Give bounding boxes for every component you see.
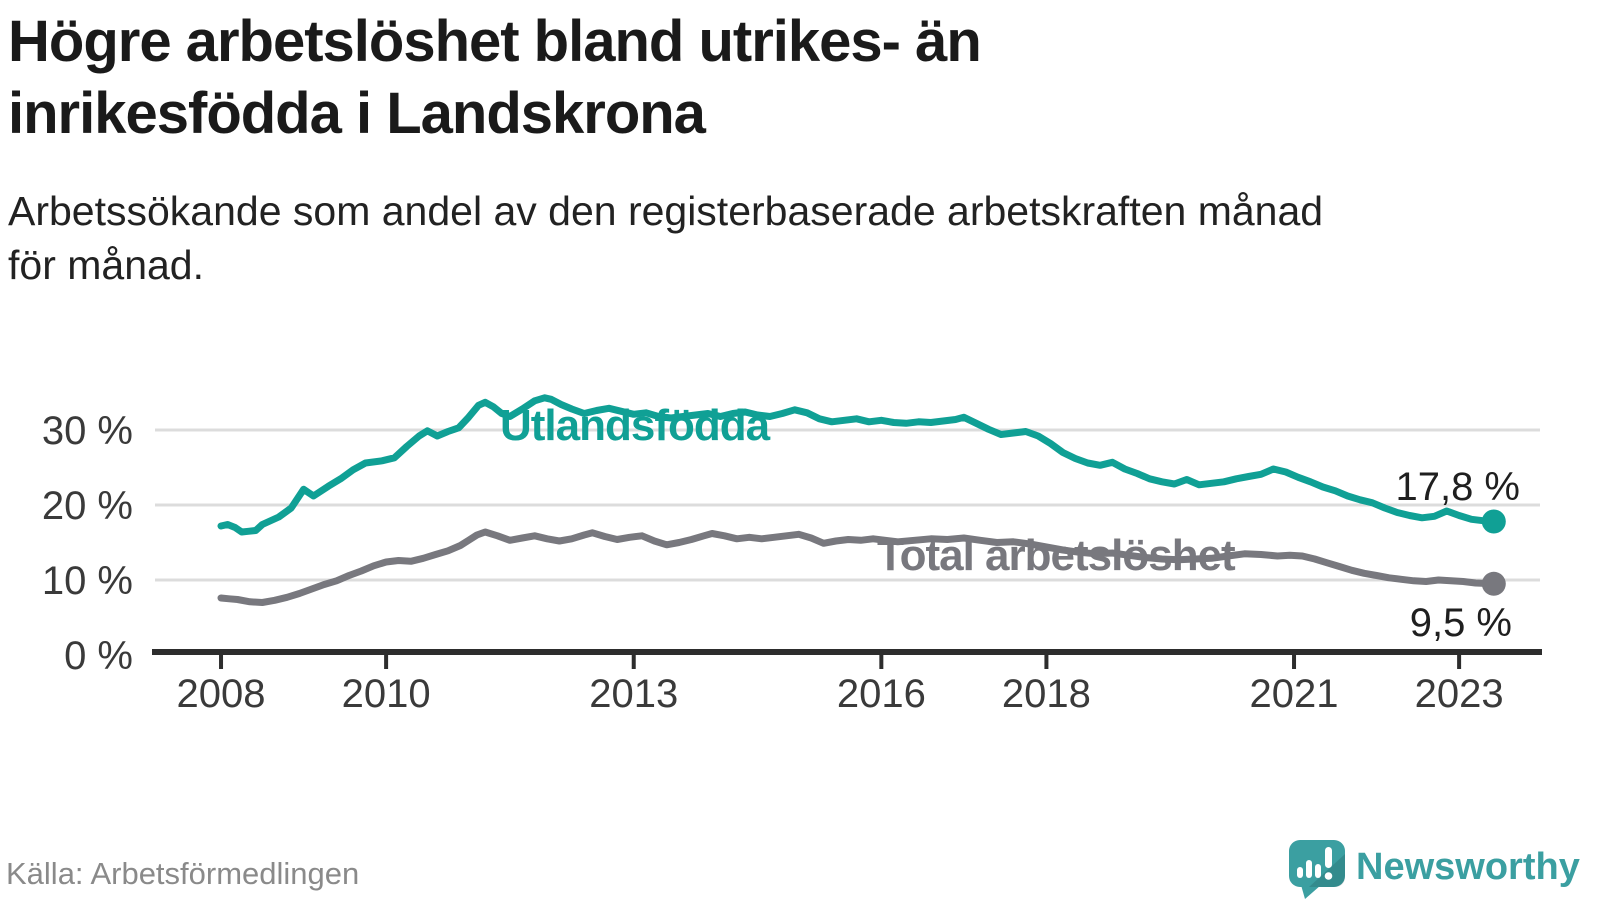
annotations: Utlandsfödda Total arbetslöshet 17,8 % 9…: [500, 401, 1520, 645]
gridlines: 0 % 10 % 20 % 30 %: [42, 409, 1540, 678]
logo-bar-chart-icon: [1297, 860, 1321, 878]
x-tick-label: 2018: [1002, 672, 1091, 716]
end-value-label-utlandsfodda: 17,8 %: [1395, 465, 1520, 509]
x-tick-label: 2008: [177, 672, 266, 716]
series-line-0: [217, 394, 1498, 536]
series-label-utlandsfodda: Utlandsfödda: [500, 401, 771, 450]
y-tick-label: 20 %: [42, 484, 133, 528]
newsworthy-logo-text: Newsworthy: [1356, 846, 1580, 888]
x-tick-label: 2016: [837, 672, 926, 716]
newsworthy-logo: Newsworthy: [1288, 840, 1600, 900]
x-tick-label: 2021: [1250, 672, 1339, 716]
y-tick-label: 10 %: [42, 559, 133, 603]
end-value-label-total: 9,5 %: [1410, 601, 1512, 645]
page-title: Högre arbetslöshet bland utrikes- än inr…: [8, 9, 982, 146]
newsworthy-logo-icon: [1289, 840, 1345, 899]
y-tick-label: 30 %: [42, 409, 133, 453]
x-tick-label: 2023: [1415, 672, 1504, 716]
series-dot-0: [1481, 509, 1506, 534]
series-line-1: [217, 528, 1498, 606]
logo-exclamation-icon: [1324, 847, 1333, 880]
x-tick-label: 2010: [342, 672, 431, 716]
page-subtitle: Arbetssökande som andel av den registerb…: [8, 188, 1324, 288]
source-credit: Källa: Arbetsförmedlingen: [6, 856, 360, 891]
y-tick-label: 0 %: [64, 634, 133, 678]
x-tick-label: 2013: [589, 672, 678, 716]
series-dot-1: [1481, 571, 1506, 596]
series-lines: [217, 394, 1506, 606]
series-label-total: Total arbetslöshet: [877, 531, 1236, 580]
x-ticks: 2008 2010 2013 2016 2018 2021 2023: [177, 652, 1504, 716]
